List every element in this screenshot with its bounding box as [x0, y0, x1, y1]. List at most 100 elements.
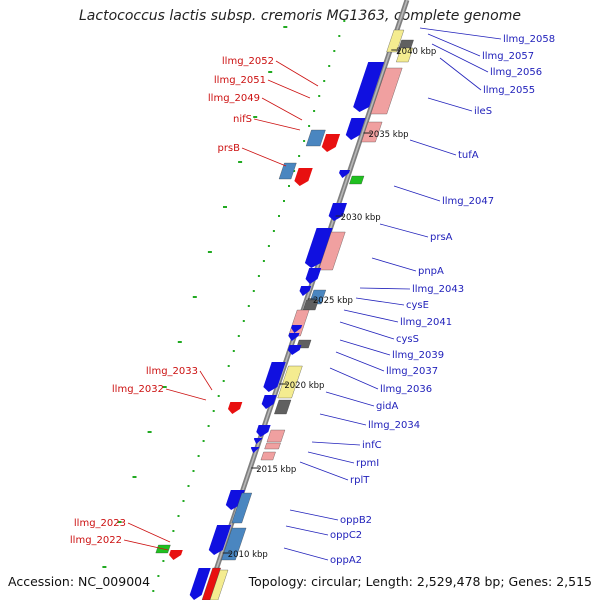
- leader-line: [261, 97, 303, 121]
- gene-label[interactable]: llmg_2043: [412, 284, 464, 295]
- gene-arrow: [189, 568, 211, 600]
- gene-label[interactable]: rpmI: [356, 458, 379, 469]
- map-title: Lactococcus lactis subsp. cremoris MG136…: [79, 8, 521, 24]
- leader-line: [339, 339, 391, 356]
- leader-line: [319, 413, 367, 426]
- gene-label[interactable]: oppA2: [330, 555, 362, 566]
- gc-dot: [217, 395, 220, 397]
- gene-label[interactable]: prsB: [217, 143, 240, 154]
- leader-line: [253, 118, 301, 131]
- gc-dot: [338, 35, 341, 37]
- gene-label[interactable]: llmg_2051: [214, 75, 266, 86]
- gene-block: [201, 567, 221, 600]
- gene-label[interactable]: llmg_2056: [490, 67, 542, 78]
- gene-arrow: [256, 425, 271, 437]
- gene-label[interactable]: oppC2: [330, 530, 362, 541]
- gene-label[interactable]: rplT: [350, 475, 370, 486]
- gene-arrow: [299, 286, 312, 296]
- gene-label[interactable]: llmg_2047: [442, 196, 494, 207]
- gene-label[interactable]: cysS: [396, 334, 419, 345]
- gene-block: [288, 309, 310, 337]
- gc-dot: [333, 50, 336, 52]
- gene-block: [277, 365, 303, 399]
- gc-dot: [152, 590, 155, 592]
- gene-arrow: [304, 228, 333, 268]
- gene-label[interactable]: llmg_2036: [380, 384, 432, 395]
- gc-dot: [132, 476, 137, 478]
- leader-line: [393, 185, 441, 202]
- gene-label[interactable]: tufA: [458, 150, 479, 161]
- gene-arrow: [253, 438, 263, 444]
- label-leaders: [123, 27, 502, 561]
- gene-block: [274, 399, 292, 415]
- gene-label[interactable]: llmg_2033: [146, 366, 198, 377]
- leader-line: [427, 33, 481, 57]
- gene-label[interactable]: llmg_2052: [222, 56, 274, 67]
- gc-dot: [157, 575, 160, 577]
- accession-text: Accession: NC_009004: [8, 574, 151, 589]
- leader-line: [329, 367, 379, 390]
- gene-label[interactable]: ileS: [474, 106, 492, 117]
- leader-line: [199, 370, 213, 391]
- gene-block: [302, 299, 319, 311]
- gene-label[interactable]: oppB2: [340, 515, 372, 526]
- gene-label[interactable]: llmg_2032: [112, 384, 164, 395]
- gc-dot: [187, 485, 190, 487]
- gene-label[interactable]: nifS: [233, 114, 252, 125]
- gc-dot: [257, 275, 260, 277]
- gene-label[interactable]: llmg_2037: [386, 366, 438, 377]
- leader-line: [419, 27, 502, 40]
- gene-arrow: [261, 395, 277, 409]
- gene-arrow: [328, 203, 347, 221]
- gc-dot: [102, 566, 107, 568]
- gc-dot: [238, 161, 243, 163]
- gc-dot: [267, 245, 270, 247]
- gene-label[interactable]: llmg_2039: [392, 350, 444, 361]
- gc-dot: [268, 71, 273, 73]
- gene-label[interactable]: llmg_2041: [400, 317, 452, 328]
- gene-label[interactable]: infC: [362, 440, 382, 451]
- gene-label[interactable]: llmg_2057: [482, 51, 534, 62]
- gene-block: [318, 231, 346, 271]
- gc-dot: [283, 26, 288, 28]
- leader-line: [127, 522, 171, 543]
- gene-arrow: [345, 118, 366, 140]
- gene-arrow: [227, 402, 243, 414]
- gc-dot: [117, 521, 122, 523]
- gene-label[interactable]: pnpA: [418, 266, 444, 277]
- gc-dot: [222, 380, 225, 382]
- tick-label: 2040 kbp: [396, 47, 436, 57]
- tick-marks: 2040 kbp 2035 kbp 2030 kbp 2025 kbp 2020 kbp…: [222, 47, 436, 560]
- gene-label[interactable]: llmg_2049: [208, 93, 260, 104]
- tick-label: 2015 kbp: [256, 465, 296, 475]
- gene-label[interactable]: prsA: [430, 232, 453, 243]
- gc-dot: [313, 110, 316, 112]
- gc-dot: [202, 440, 205, 442]
- tick-label: 2035 kbp: [368, 130, 408, 140]
- leader-line: [371, 257, 417, 272]
- leader-line: [427, 97, 473, 112]
- gene-arrow: [169, 550, 183, 560]
- gene-arrow: [353, 62, 385, 112]
- gene-label[interactable]: llmg_2034: [368, 420, 420, 431]
- gc-dot: [278, 215, 280, 217]
- gene-arrow: [287, 345, 302, 355]
- gc-dot: [253, 116, 258, 118]
- gc-dot: [242, 320, 245, 322]
- gc-dot: [252, 290, 255, 292]
- leader-line: [355, 297, 405, 306]
- gene-label[interactable]: llmg_2022: [70, 535, 122, 546]
- gene-label[interactable]: cysE: [406, 300, 429, 311]
- gc-dot: [227, 365, 230, 367]
- gc-dot: [237, 335, 240, 337]
- gc-dot: [293, 170, 296, 172]
- gene-label[interactable]: gidA: [376, 401, 398, 412]
- gc-dot: [303, 140, 306, 142]
- gene-label[interactable]: llmg_2023: [74, 518, 126, 529]
- gene-label[interactable]: llmg_2055: [483, 85, 535, 96]
- leader-line: [335, 351, 385, 372]
- tick-label: 2020 kbp: [284, 381, 324, 391]
- gene-label[interactable]: llmg_2058: [503, 34, 555, 45]
- leader-line: [325, 391, 375, 407]
- topology-text: Topology: circular; Length: 2,529,478 bp…: [248, 574, 592, 589]
